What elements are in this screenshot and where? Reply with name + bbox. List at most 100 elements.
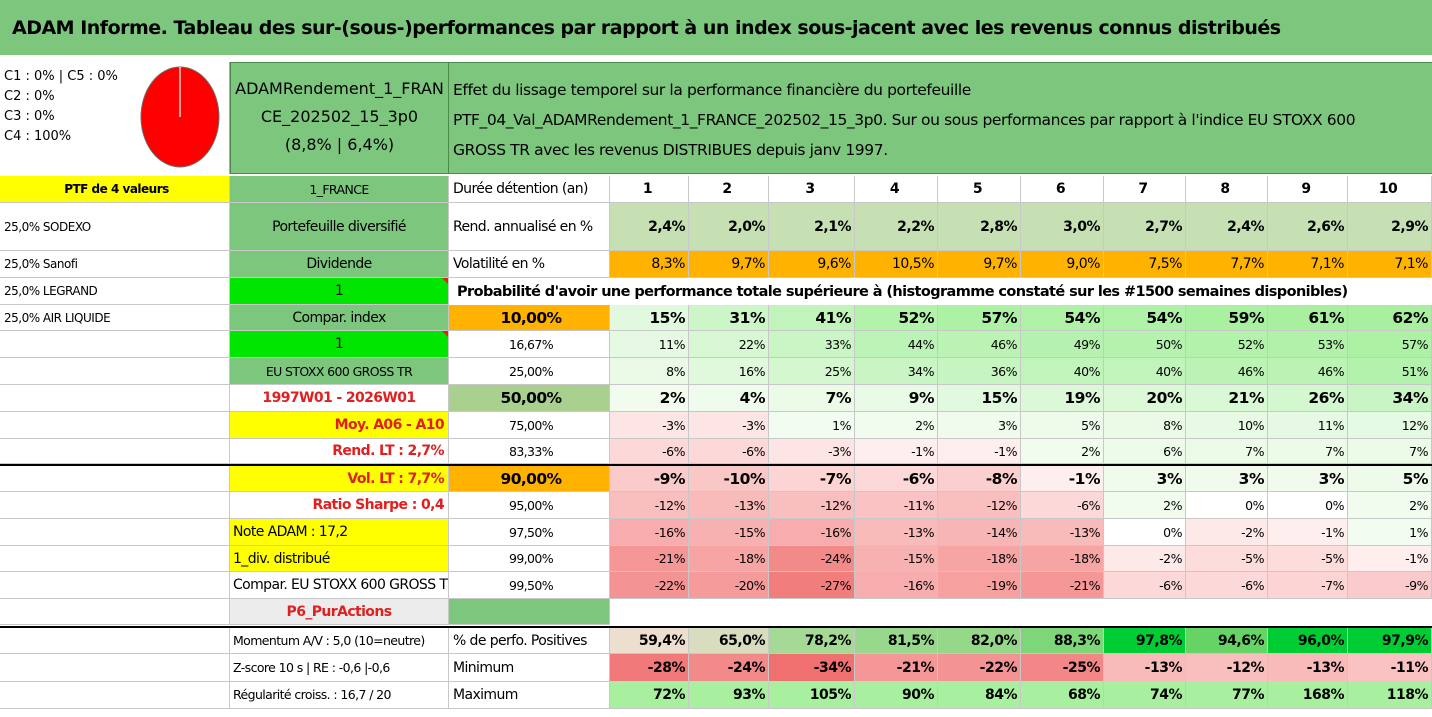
quantile-value: 2% bbox=[610, 385, 689, 412]
table-row: 25,0% Sanofi Dividende Volatilité en % 8,3%… bbox=[0, 251, 1432, 278]
quantile-value: -20% bbox=[689, 572, 769, 599]
stat-value: -28% bbox=[610, 654, 689, 682]
year-header: 9 bbox=[1268, 176, 1348, 203]
volatility-label: Volatilité en % bbox=[449, 251, 610, 278]
year-header: 1 bbox=[610, 176, 689, 203]
quantile-value: 12% bbox=[1348, 412, 1432, 439]
quantile-value: -1% bbox=[1348, 546, 1432, 572]
index-name: EU STOXX 600 GROSS TR bbox=[230, 358, 449, 385]
quantile-value: -2% bbox=[1186, 519, 1268, 546]
holding-period-label: Durée détention (an) bbox=[449, 176, 610, 203]
quantile-value: -14% bbox=[938, 519, 1021, 546]
quantile-value: 4% bbox=[689, 385, 769, 412]
empty-cell bbox=[0, 466, 230, 492]
quantile-value: -19% bbox=[938, 572, 1021, 599]
report-description: Effet du lissage temporel sur la perform… bbox=[449, 62, 1432, 174]
quantile-value: 5% bbox=[1348, 466, 1432, 492]
quantile-value: -7% bbox=[1268, 572, 1348, 599]
year-header: 10 bbox=[1348, 176, 1432, 203]
holding-item: 25,0% AIR LIQUIDE bbox=[0, 305, 230, 331]
quantile-value: 54% bbox=[1021, 305, 1104, 331]
quantile-value: 11% bbox=[610, 331, 689, 358]
quantile-value: 46% bbox=[938, 331, 1021, 358]
quantile-value: -15% bbox=[855, 546, 938, 572]
empty-cell bbox=[449, 599, 610, 625]
regularity-label: Régularité croiss. : 16,7 / 20 bbox=[230, 681, 449, 709]
quantile-label: 83,33% bbox=[449, 439, 610, 464]
quantile-value: -6% bbox=[855, 466, 938, 492]
table-row: 1997W01 - 2026W01 50,00% 2% 4% 7% 9% 15% 19% 20%… bbox=[0, 385, 1432, 412]
quantile-value: 44% bbox=[855, 331, 938, 358]
sharpe-ratio: Ratio Sharpe : 0,4 bbox=[230, 492, 449, 519]
annual-return-value: 2,8% bbox=[938, 203, 1021, 251]
empty-cell bbox=[0, 599, 230, 625]
holding-item: 25,0% Sanofi bbox=[0, 251, 230, 278]
stat-value: 78,2% bbox=[769, 628, 855, 654]
category-line: C4 : 100% bbox=[4, 129, 72, 144]
quantile-value: -10% bbox=[689, 466, 769, 492]
stat-value: -25% bbox=[1021, 654, 1104, 682]
quantile-value: 1% bbox=[769, 412, 855, 439]
quantile-label: 50,00% bbox=[449, 385, 610, 412]
quantile-value: -12% bbox=[610, 492, 689, 519]
category-line: C2 : 0% bbox=[4, 89, 55, 104]
quantile-value: -6% bbox=[1104, 572, 1186, 599]
quantile-label: 10,00% bbox=[449, 305, 610, 331]
annual-return-value: 2,4% bbox=[610, 203, 689, 251]
empty-cell bbox=[0, 412, 230, 439]
quantile-value: 8% bbox=[1104, 412, 1186, 439]
market-label: 1_FRANCE bbox=[230, 176, 449, 203]
quantile-value: 34% bbox=[1348, 385, 1432, 412]
year-header: 6 bbox=[1021, 176, 1104, 203]
table-row: 25,0% SODEXO Portefeuille diversifié Rend.… bbox=[0, 203, 1432, 251]
annual-return-value: 3,0% bbox=[1021, 203, 1104, 251]
quantile-label: 99,00% bbox=[449, 546, 610, 572]
quantile-value: 2% bbox=[1021, 439, 1104, 464]
quantile-value: -27% bbox=[769, 572, 855, 599]
quantile-value: -8% bbox=[938, 466, 1021, 492]
stat-value: 59,4% bbox=[610, 628, 689, 654]
volatility-value: 7,1% bbox=[1348, 251, 1432, 278]
quantile-value: -2% bbox=[1104, 546, 1186, 572]
stat-value: 88,3% bbox=[1021, 628, 1104, 654]
table-row: Vol. LT : 7,7% 90,00% -9% -10% -7% -6% -8% -1% 3… bbox=[0, 464, 1432, 492]
year-header: 7 bbox=[1104, 176, 1186, 203]
quantile-value: -21% bbox=[1021, 572, 1104, 599]
quantile-value: 3% bbox=[1104, 466, 1186, 492]
quantile-value: 7% bbox=[1348, 439, 1432, 464]
annual-return-value: 2,4% bbox=[1186, 203, 1268, 251]
volatility-value: 9,7% bbox=[938, 251, 1021, 278]
quantile-value: -18% bbox=[689, 546, 769, 572]
year-header: 5 bbox=[938, 176, 1021, 203]
stat-label: Minimum bbox=[449, 654, 610, 682]
quantile-value: 49% bbox=[1021, 331, 1104, 358]
empty-cell bbox=[0, 439, 230, 464]
table-row: PTF de 4 valeurs 1_FRANCE Durée détention … bbox=[0, 176, 1432, 203]
year-header: 2 bbox=[689, 176, 769, 203]
stat-value: -11% bbox=[1348, 654, 1432, 682]
stat-value: -24% bbox=[689, 654, 769, 682]
quantile-value: -12% bbox=[938, 492, 1021, 519]
quantile-label: 99,50% bbox=[449, 572, 610, 599]
quantile-value: -18% bbox=[1021, 546, 1104, 572]
quantile-value: -6% bbox=[1186, 572, 1268, 599]
quantile-value: 2% bbox=[1348, 492, 1432, 519]
quantile-value: 1% bbox=[1348, 519, 1432, 546]
volatility-value: 9,0% bbox=[1021, 251, 1104, 278]
description-line: PTF_04_Val_ADAMRendement_1_FRANCE_202502… bbox=[453, 111, 1356, 129]
stat-value: 96,0% bbox=[1268, 628, 1348, 654]
quantile-value: 36% bbox=[938, 358, 1021, 385]
quantile-value: 10% bbox=[1186, 412, 1268, 439]
quantile-value: -16% bbox=[855, 572, 938, 599]
quantile-value: 0% bbox=[1268, 492, 1348, 519]
quantile-value: 40% bbox=[1104, 358, 1186, 385]
empty-cell bbox=[0, 358, 230, 385]
quantile-value: 52% bbox=[1186, 331, 1268, 358]
table-row: Moy. A06 - A10 75,00% -3% -3% 1% 2% 3% 5% 8% 10% 1… bbox=[0, 412, 1432, 439]
quantile-value: 50% bbox=[1104, 331, 1186, 358]
quantile-value: 57% bbox=[938, 305, 1021, 331]
quantile-value: 5% bbox=[1021, 412, 1104, 439]
portfolio-name-line2: CE_202502_15_3p0 bbox=[260, 107, 419, 126]
period-label: 1997W01 - 2026W01 bbox=[230, 385, 449, 412]
annual-return-value: 2,0% bbox=[689, 203, 769, 251]
